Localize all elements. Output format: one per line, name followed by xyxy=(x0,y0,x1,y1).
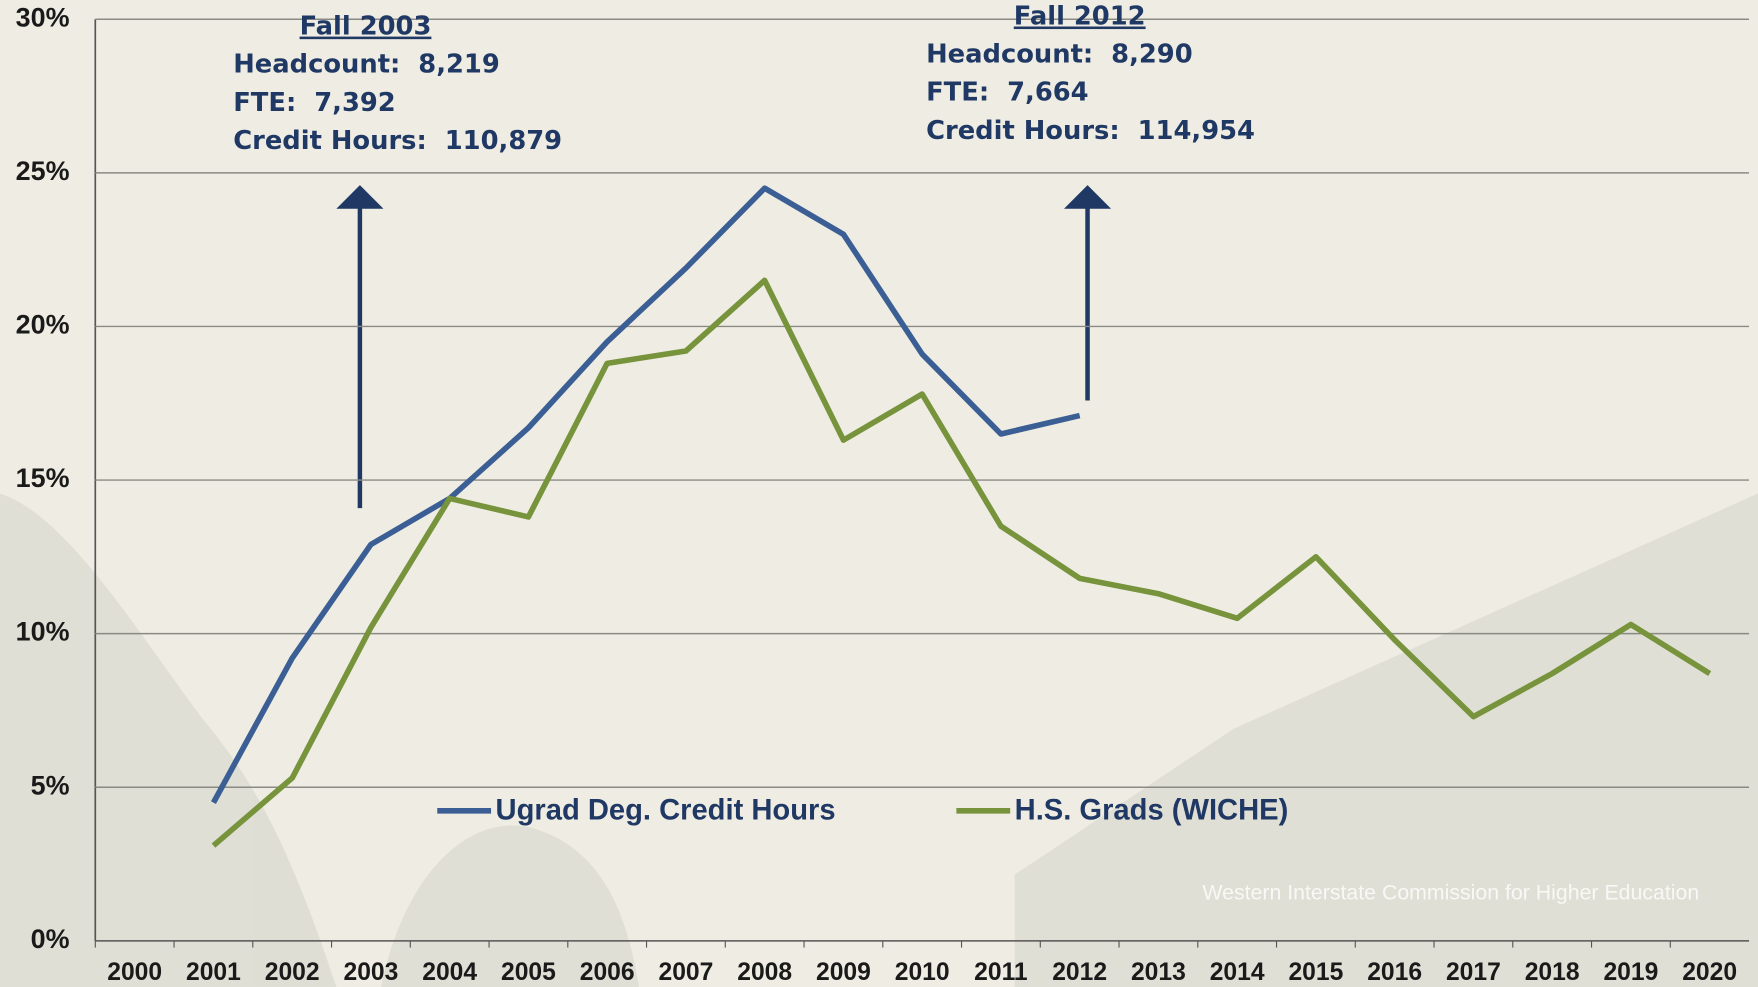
y-tick-label: 15% xyxy=(16,463,70,493)
x-tick-label: 2001 xyxy=(186,959,241,986)
arrow-head xyxy=(336,185,384,209)
x-tick-label: 2014 xyxy=(1210,959,1265,986)
x-tick-label: 2003 xyxy=(343,959,398,986)
annotation-line: Headcount: 8,219 xyxy=(233,50,500,80)
annotation-line: Headcount: 8,290 xyxy=(926,40,1193,70)
annotation-title: Fall 2003 xyxy=(300,12,432,42)
x-tick-label: 2017 xyxy=(1446,959,1501,986)
background-photo xyxy=(0,493,1758,987)
source-note: Western Interstate Commission for Higher… xyxy=(1202,880,1699,904)
x-tick-label: 2007 xyxy=(658,959,713,986)
annotation-line: FTE: 7,664 xyxy=(926,78,1089,108)
x-tick-label: 2009 xyxy=(816,959,871,986)
x-tick-label: 2016 xyxy=(1367,959,1422,986)
x-tick-label: 2018 xyxy=(1525,959,1580,986)
y-tick-label: 30% xyxy=(16,2,70,32)
x-tick-label: 2011 xyxy=(974,959,1028,986)
annotation-line: Credit Hours: 114,954 xyxy=(926,116,1255,146)
arrow-head xyxy=(1063,185,1112,209)
annotation-title: Fall 2012 xyxy=(1014,2,1146,32)
x-tick-label: 2010 xyxy=(895,959,950,986)
x-tick-label: 2012 xyxy=(1052,959,1107,986)
x-tick-label: 2004 xyxy=(422,959,477,986)
x-tick-label: 2008 xyxy=(737,959,792,986)
y-tick-label: 25% xyxy=(16,156,70,186)
y-tick-label: 10% xyxy=(16,617,70,647)
y-tick-label: 20% xyxy=(16,310,70,340)
data-line xyxy=(211,185,1081,804)
y-tick-label: 5% xyxy=(31,770,70,800)
x-tick-label: 2000 xyxy=(107,959,162,986)
x-tick-label: 2006 xyxy=(580,959,635,986)
annotation-line: FTE: 7,392 xyxy=(233,88,396,118)
data-line xyxy=(211,277,1712,848)
x-tick-label: 2020 xyxy=(1682,959,1737,986)
x-tick-label: 2005 xyxy=(501,959,556,986)
legend-label: Ugrad Deg. Credit Hours xyxy=(496,795,836,827)
y-tick-label: 0% xyxy=(31,924,70,954)
legend-label: H.S. Grads (WICHE) xyxy=(1015,795,1289,827)
x-tick-label: 2002 xyxy=(265,959,320,986)
annotation-line: Credit Hours: 110,879 xyxy=(233,126,562,156)
x-tick-label: 2019 xyxy=(1603,959,1658,986)
x-tick-label: 2015 xyxy=(1288,959,1343,986)
x-tick-label: 2013 xyxy=(1131,959,1186,986)
